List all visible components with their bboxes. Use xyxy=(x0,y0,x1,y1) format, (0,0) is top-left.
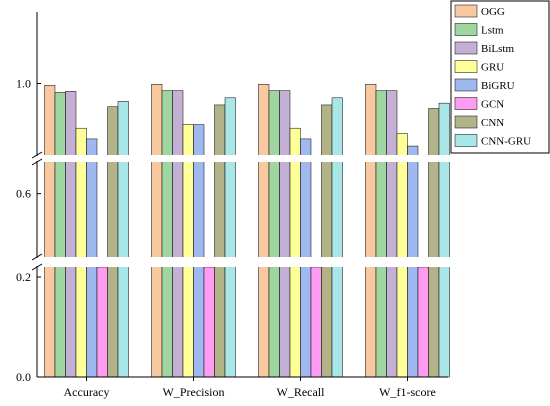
bar-bilstm-w_recall xyxy=(279,90,291,378)
bar-cnn-gru-w_precision xyxy=(224,97,236,378)
bar-ogg-w_f1-score xyxy=(365,83,377,378)
legend-swatch-bigru xyxy=(454,78,478,92)
bar-cnn-w_precision xyxy=(214,104,226,378)
legend-swatch-ogg xyxy=(454,4,478,18)
y-tick-label: 0.6 xyxy=(16,187,31,201)
bars-group xyxy=(44,83,450,378)
bar-gcn-accuracy xyxy=(96,266,108,378)
axis-break-cut xyxy=(36,258,38,266)
bar-gru-w_f1-score xyxy=(396,133,408,378)
bar-bilstm-w_f1-score xyxy=(386,90,398,378)
legend-swatch-cnn-gru xyxy=(454,134,478,147)
bar-bilstm-accuracy xyxy=(65,91,77,378)
legend-swatch-bilstm xyxy=(454,41,478,55)
bar-gcn-w_f1-score xyxy=(417,266,429,378)
legend-label-bilstm: BiLstm xyxy=(481,43,514,55)
bar-bilstm-w_precision xyxy=(172,90,184,378)
x-tick-label-w_precision: W_Precision xyxy=(163,385,225,399)
y-tick-label: 1.0 xyxy=(16,77,31,91)
bar-cnn-gru-accuracy xyxy=(117,101,129,378)
bar-lstm-accuracy xyxy=(54,92,66,378)
y-tick-label: 0.2 xyxy=(16,270,31,284)
legend-label-gru: GRU xyxy=(481,62,504,74)
bar-lstm-w_recall xyxy=(268,90,280,378)
axis-break-cut xyxy=(36,156,38,161)
bar-lstm-w_precision xyxy=(161,90,173,378)
legend-swatch-gcn xyxy=(454,97,478,110)
legend-swatch-cnn xyxy=(454,115,478,129)
legend: OGG Lstm BiLstm GRU BiGRU GCN CNN CNN-GRU xyxy=(450,0,550,154)
bar-gru-accuracy xyxy=(75,127,87,378)
legend-label-gcn: GCN xyxy=(481,99,504,111)
bar-gcn-w_recall xyxy=(310,266,322,378)
legend-label-cnn: CNN xyxy=(481,117,504,129)
y-tick-label: 0.0 xyxy=(16,370,31,384)
bar-ogg-w_precision xyxy=(151,83,163,378)
bar-cnn-w_recall xyxy=(321,104,333,378)
x-tick-labels: Accuracy W_Precision W_Recall W_f1-score xyxy=(64,377,436,399)
bar-cnn-gru-w_recall xyxy=(331,97,343,378)
bar-bigru-w_precision xyxy=(193,124,205,378)
bar-cnn-accuracy xyxy=(107,106,119,378)
bar-lstm-w_f1-score xyxy=(375,90,387,378)
x-tick-label-w_recall: W_Recall xyxy=(277,385,326,399)
x-tick-label-w_f1-score: W_f1-score xyxy=(379,385,436,399)
bar-cnn-w_f1-score xyxy=(428,108,440,378)
axis-break-gap-1 xyxy=(33,155,452,162)
y-ticks: 0.0 0.2 0.6 1.0 xyxy=(16,77,41,384)
bar-cnn-gru-w_f1-score xyxy=(438,102,450,378)
legend-label-cnn-gru: CNN-GRU xyxy=(481,136,531,148)
legend-swatch-gru xyxy=(454,60,478,73)
legend-label-ogg: OGG xyxy=(481,6,505,18)
axes xyxy=(36,12,448,378)
bar-ogg-accuracy xyxy=(44,85,56,378)
x-tick-label-accuracy: Accuracy xyxy=(64,385,110,399)
plot-area: 0.0 0.2 0.6 1.0 Accuracy W_Precision W_Recall… xyxy=(16,12,452,399)
bar-gru-w_recall xyxy=(289,127,301,378)
axis-break-gap-2 xyxy=(33,257,452,267)
bar-gru-w_precision xyxy=(182,124,194,378)
bar-ogg-w_recall xyxy=(258,83,270,378)
legend-label-lstm: Lstm xyxy=(481,25,504,37)
legend-label-bigru: BiGRU xyxy=(481,80,515,92)
legend-swatch-lstm xyxy=(454,23,478,36)
bar-gcn-w_precision xyxy=(203,266,215,378)
